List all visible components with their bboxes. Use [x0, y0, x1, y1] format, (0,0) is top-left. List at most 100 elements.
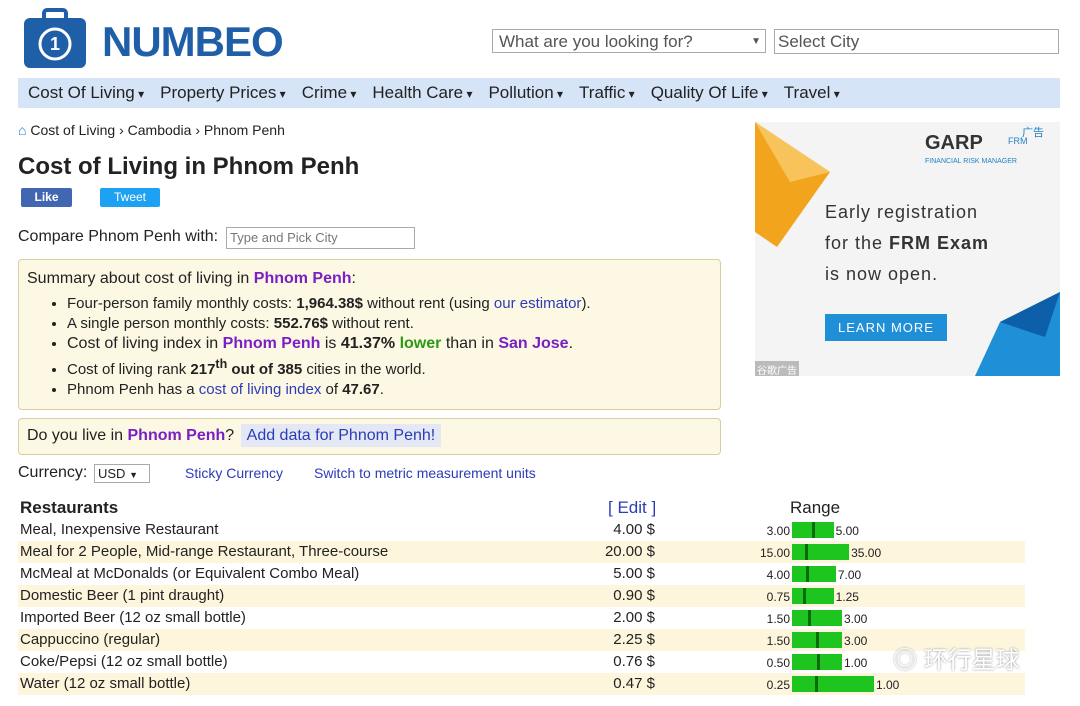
crumb[interactable]: Cost of Living	[30, 122, 116, 138]
compare-label: Compare Phnom Penh with:	[18, 228, 219, 245]
item-name: Coke/Pepsi (12 oz small bottle)	[20, 653, 228, 670]
bullet: Cost of living rank 217th out of 385 cit…	[67, 354, 720, 380]
bullet: A single person monthly costs: 552.76$ w…	[67, 314, 720, 334]
range-bar	[792, 588, 834, 604]
price-marker	[805, 566, 809, 582]
currency-value: USD	[98, 466, 126, 481]
price-marker	[805, 544, 809, 560]
city-link[interactable]: San Jose	[498, 335, 569, 352]
item-price: 20.00 $	[604, 543, 655, 560]
nav-bar: Cost Of Living Property Prices Crime Health…	[18, 78, 1060, 108]
nav-item[interactable]: Pollution	[488, 78, 563, 109]
item-name: Domestic Beer (1 pint draught)	[20, 587, 225, 604]
crumb[interactable]: Cambodia	[127, 122, 192, 138]
ad-brand: GARP	[925, 132, 983, 154]
nav-item[interactable]: Quality Of Life	[651, 78, 768, 109]
text: without rent (using	[362, 295, 494, 312]
text: .	[379, 381, 384, 398]
bullet: Cost of living index in Phnom Penh is 41…	[67, 334, 720, 354]
value: 47.67	[342, 381, 380, 398]
ad-banner[interactable]: 广告 GARP FRM FINANCIAL RISK MANAGER Early…	[755, 122, 1060, 376]
crumb: Phnom Penh	[203, 122, 285, 138]
text: Four-person family monthly costs:	[67, 295, 297, 312]
currency-select[interactable]: USD ▼	[94, 464, 150, 483]
table-row: McMeal at McDonalds (or Equivalent Combo…	[18, 563, 1025, 585]
city-select[interactable]: Select City	[774, 29, 1059, 54]
item-name: Meal, Inexpensive Restaurant	[20, 521, 219, 538]
range-bar	[792, 610, 842, 626]
range-high: 3.00	[844, 634, 868, 648]
logo-icon: 1	[24, 8, 86, 68]
ad-badge: 广告	[1022, 127, 1044, 139]
ad-brand-sub: FINANCIAL RISK MANAGER	[925, 158, 1017, 165]
text: of	[321, 381, 343, 398]
link[interactable]: cost of living index	[198, 381, 322, 398]
nav-item[interactable]: Crime	[302, 78, 357, 109]
watermark-icon: ◎	[893, 647, 917, 674]
logo[interactable]: NUMBEO	[102, 18, 284, 65]
range-low: 4.00	[766, 568, 790, 582]
text: Do you live in	[27, 427, 128, 444]
add-data-button[interactable]: Add data for Phnom Penh!	[240, 424, 442, 447]
city-link[interactable]: Phnom Penh	[127, 427, 226, 444]
text: :	[351, 270, 356, 287]
value: out of 385	[227, 361, 303, 378]
item-price: 2.00 $	[613, 609, 655, 626]
nav-item[interactable]: Traffic	[579, 78, 635, 109]
ad-text: for the	[825, 233, 890, 253]
tweet-button[interactable]: Tweet	[100, 188, 160, 207]
ad-brand-tag: FRM	[1008, 136, 1028, 146]
nav-item[interactable]: Health Care	[372, 78, 472, 109]
item-name: Water (12 oz small bottle)	[20, 675, 191, 692]
range-bar	[792, 566, 836, 582]
item-price: 0.90 $	[613, 587, 655, 604]
page-title: Cost of Living in Phnom Penh	[18, 153, 360, 180]
watermark-text: 环行星球	[923, 647, 1020, 674]
range-high: 1.25	[835, 590, 859, 604]
table-row: Cappuccino (regular) 2.25 $ 1.50 3.00	[18, 629, 1025, 651]
svg-text:1: 1	[50, 34, 60, 54]
text: Summary about cost of living in	[27, 270, 254, 287]
table-row: Domestic Beer (1 pint draught) 0.90 $ 0.75…	[18, 585, 1025, 607]
nav-item[interactable]: Travel	[784, 78, 840, 109]
watermark: ◎ 环行星球	[893, 640, 1020, 675]
metric-link[interactable]: Switch to metric measurement units	[314, 465, 536, 481]
link[interactable]: our estimator	[493, 295, 582, 312]
live-box: Do you live in Phnom Penh? Add data for …	[18, 418, 721, 455]
nav-item[interactable]: Property Prices	[160, 78, 286, 109]
price-marker	[816, 632, 819, 648]
city-link[interactable]: Phnom Penh	[222, 335, 321, 352]
range-high: 7.00	[837, 568, 862, 582]
ad-button[interactable]: LEARN MORE	[825, 314, 947, 341]
summary-box: Summary about cost of living in Phnom Pe…	[18, 259, 721, 410]
text: Cost of living index in	[67, 335, 223, 352]
search-placeholder: What are you looking for?	[499, 32, 693, 51]
range-high: 35.00	[851, 546, 882, 560]
sticky-currency[interactable]: Sticky Currency	[185, 465, 284, 481]
item-name: McMeal at McDonalds (or Equivalent Combo…	[20, 565, 360, 582]
item-price: 5.00 $	[613, 565, 655, 582]
range-low: 0.50	[766, 656, 790, 670]
search-select[interactable]: What are you looking for? ▼	[492, 29, 766, 53]
range-header: Range	[790, 498, 841, 517]
compare-input[interactable]: Type and Pick City	[226, 227, 415, 249]
table-row: Water (12 oz small bottle) 0.47 $ 0.25 1.00	[18, 673, 1025, 695]
value: 1,964.38$	[296, 295, 363, 312]
table-row: Meal, Inexpensive Restaurant 4.00 $ 3.00 5.…	[18, 519, 1025, 541]
text: than in	[441, 335, 499, 352]
value: 552.76$	[273, 315, 329, 332]
city-link[interactable]: Phnom Penh	[253, 270, 352, 287]
range-low: 1.50	[766, 634, 790, 648]
text: is	[320, 335, 341, 352]
table-row: Imported Beer (12 oz small bottle) 2.00 $…	[18, 607, 1025, 629]
like-button[interactable]: Like	[21, 188, 72, 207]
range-bar	[792, 544, 850, 560]
nav-item[interactable]: Cost Of Living	[28, 78, 144, 109]
edit-link[interactable]: [ Edit ]	[608, 498, 657, 517]
text: A single person monthly costs:	[67, 315, 274, 332]
summary-list: Four-person family monthly costs: 1,964.…	[19, 294, 720, 400]
breadcrumb: ⌂ Cost of Living › Cambodia › Phnom Penh	[18, 122, 285, 138]
item-name: Cappuccino (regular)	[20, 631, 161, 648]
range-low: 15.00	[759, 546, 790, 560]
item-price: 0.76 $	[613, 653, 655, 670]
